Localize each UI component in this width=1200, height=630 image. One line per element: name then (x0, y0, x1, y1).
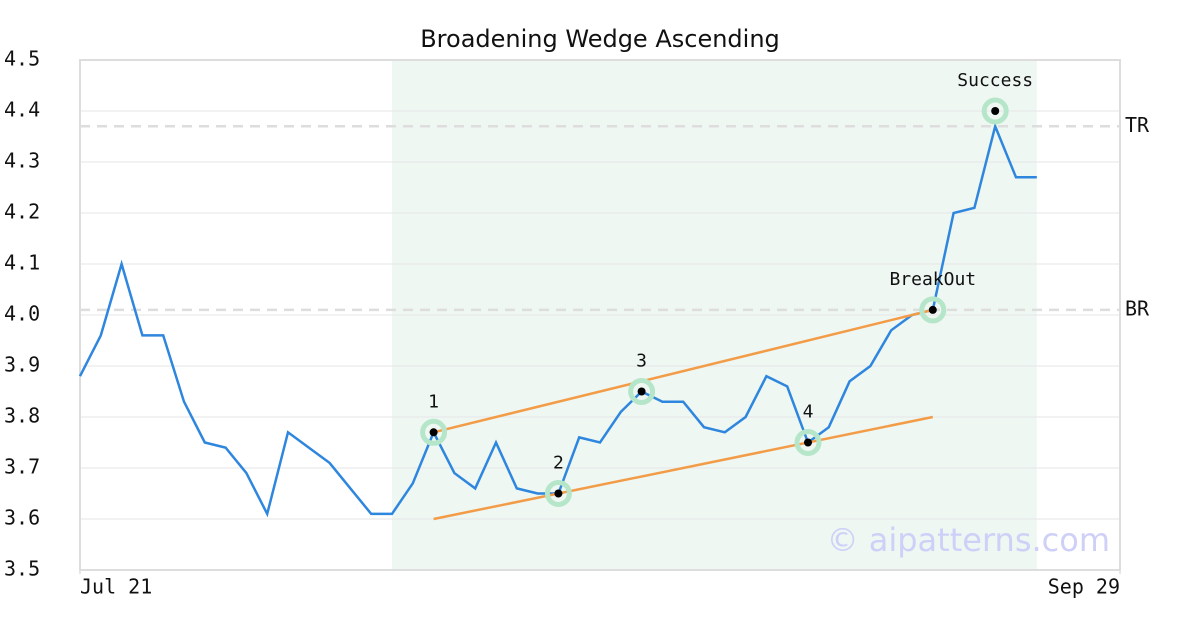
y-tick-label: 4.3 (4, 149, 40, 173)
y-tick-label: 4.4 (4, 98, 40, 122)
point (637, 387, 646, 396)
y-tick-label: 3.6 (4, 506, 40, 530)
y-tick-label: 3.8 (4, 404, 40, 428)
y-tick-label: 4.0 (4, 302, 40, 326)
y-tick-label: 4.5 (4, 47, 40, 71)
point (991, 107, 1000, 115)
point-halo (794, 429, 822, 456)
x-tick-label: Jul 21 (80, 575, 152, 599)
trend-line (433, 415, 934, 521)
y-tick-label: 3.5 (4, 557, 40, 581)
trend-line (433, 308, 934, 434)
point-label: 4 (803, 402, 814, 423)
x-tick-label: Sep 29 (1048, 575, 1120, 599)
watermark: © aipatterns.com (827, 521, 1110, 559)
level-label: TR (1125, 113, 1150, 137)
y-tick-label: 3.9 (4, 353, 40, 377)
point-halo (628, 378, 656, 405)
y-tick-label: 4.1 (4, 251, 40, 275)
point-label: BreakOut (889, 269, 976, 290)
point-label: Success (957, 70, 1033, 91)
level-label: BR (1125, 296, 1150, 320)
point (928, 305, 937, 314)
point-halo (544, 480, 572, 507)
point-label: 2 (553, 453, 564, 474)
y-tick-label: 4.2 (4, 200, 40, 224)
point-label: 1 (428, 391, 439, 412)
plot-border (79, 59, 1121, 571)
point-halo (919, 296, 947, 324)
point-label: 3 (636, 351, 647, 372)
point (429, 428, 438, 437)
point (554, 489, 563, 498)
chart-title: Broadening Wedge Ascending (420, 25, 780, 53)
y-tick-label: 3.7 (4, 455, 40, 479)
point-halo (420, 418, 448, 446)
point (804, 438, 812, 447)
point-halo (981, 97, 1009, 125)
